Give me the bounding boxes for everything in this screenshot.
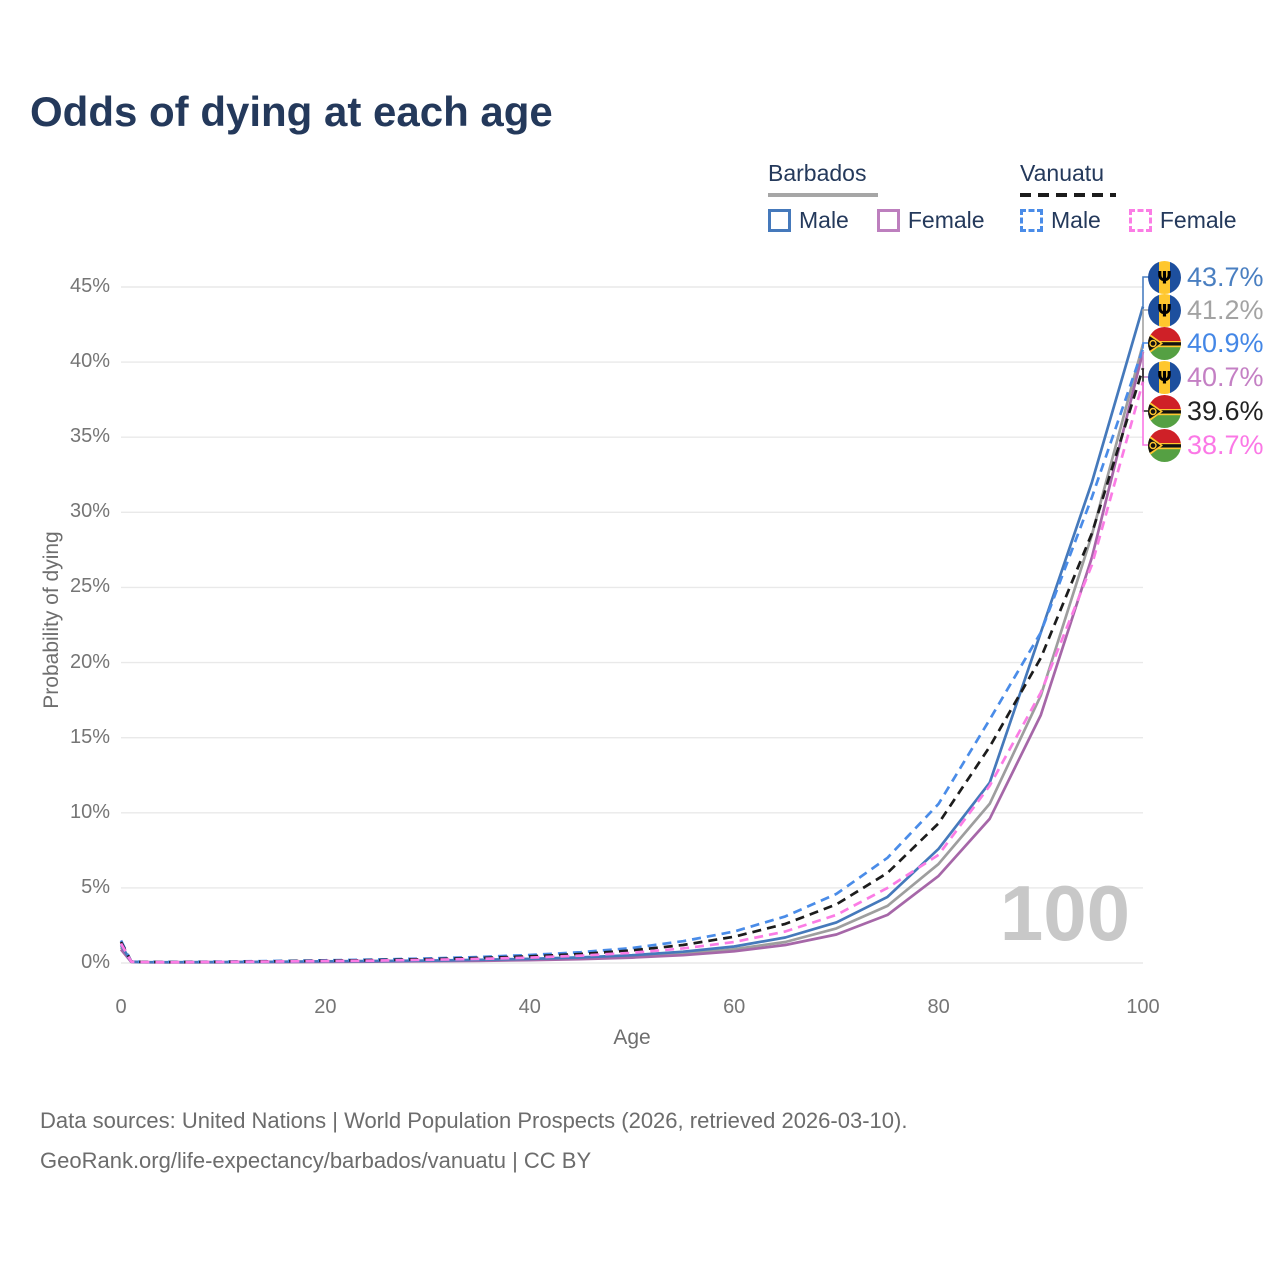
- end-label-row: 43.7%: [1148, 260, 1264, 294]
- y-tick-label: 15%: [69, 725, 110, 748]
- y-tick-label: 30%: [69, 500, 110, 523]
- end-value-vanuatu-female: 38.7%: [1187, 429, 1264, 460]
- vanuatu-flag-icon: [1148, 429, 1181, 462]
- y-tick-label: 10%: [69, 800, 110, 823]
- legend-item-barbados-male[interactable]: Male: [799, 207, 849, 233]
- barbados-solid-line-swatch: [768, 193, 878, 197]
- y-tick-label: 25%: [69, 575, 110, 598]
- y-tick-label: 20%: [69, 650, 110, 673]
- line-vanuatu-female[interactable]: [119, 381, 1145, 964]
- connector-line: [1142, 381, 1150, 446]
- x-tick-label: 60: [723, 996, 746, 1018]
- y-tick-label: 5%: [81, 875, 110, 898]
- vanuatu-flag-icon: [1148, 327, 1181, 360]
- legend-country-vanuatu[interactable]: Vanuatu: [1020, 160, 1104, 186]
- end-label-connectors: [1142, 276, 1150, 446]
- y-tick-label: 40%: [69, 350, 110, 373]
- barbados-flag-icon: [1148, 361, 1181, 394]
- y-axis-title: Probability of dying: [40, 531, 63, 709]
- vanuatu-flag-icon: [1148, 395, 1181, 428]
- end-label-row: 39.6%: [1148, 394, 1264, 428]
- legend-item-barbados-female[interactable]: Female: [907, 207, 985, 233]
- end-label-row: 38.7%: [1148, 428, 1264, 462]
- age-watermark: 100: [999, 869, 1131, 957]
- attribution-line[interactable]: GeoRank.org/life-expectancy/barbados/van…: [40, 1148, 592, 1173]
- line-barbados-male[interactable]: [119, 306, 1145, 964]
- end-value-vanuatu-male: 40.9%: [1187, 327, 1264, 358]
- x-axis-title: Age: [613, 1026, 651, 1049]
- connector-line: [1142, 309, 1150, 345]
- data-sources-line: Data sources: United Nations | World Pop…: [40, 1108, 908, 1133]
- barbados-male-swatch[interactable]: [768, 209, 791, 232]
- legend-item-vanuatu-female[interactable]: Female: [1159, 207, 1237, 233]
- legend-item-vanuatu-male[interactable]: Male: [1051, 207, 1101, 233]
- legend-group-vanuatu: Vanuatu Male Female: [1020, 160, 1237, 234]
- end-label-row: 40.7%: [1148, 360, 1264, 394]
- connector-line: [1142, 342, 1150, 349]
- page-title: Odds of dying at each age: [30, 88, 553, 135]
- end-label-row: 40.9%: [1148, 326, 1264, 360]
- x-tick-label: 80: [927, 996, 950, 1018]
- x-tick-label: 20: [314, 996, 337, 1018]
- connector-line: [1142, 276, 1150, 307]
- end-value-vanuatu-total: 39.6%: [1187, 395, 1264, 426]
- y-tick-label: 0%: [81, 951, 110, 973]
- series-lines: [119, 306, 1145, 964]
- legend-country-barbados[interactable]: Barbados: [768, 160, 867, 186]
- barbados-flag-icon: [1148, 261, 1181, 294]
- end-value-barbados-male: 43.7%: [1187, 261, 1264, 292]
- end-value-barbados-female: 40.7%: [1187, 361, 1264, 392]
- legend-group-barbados: Barbados Male Female: [768, 160, 985, 234]
- end-value-barbados-total: 41.2%: [1187, 294, 1264, 325]
- barbados-female-swatch[interactable]: [876, 209, 900, 232]
- y-tick-label: 35%: [69, 425, 110, 448]
- vanuatu-female-swatch[interactable]: [1128, 209, 1152, 232]
- vanuatu-male-swatch[interactable]: [1020, 209, 1043, 232]
- gridlines: [121, 286, 1143, 964]
- y-tick-label: 45%: [69, 275, 110, 297]
- x-tick-label: 100: [1126, 996, 1160, 1018]
- x-tick-label: 40: [518, 996, 541, 1018]
- end-label-row: 41.2%: [1148, 293, 1264, 327]
- vanuatu-dashed-line-swatch: [1020, 193, 1116, 197]
- x-tick-label: 0: [115, 996, 127, 1018]
- barbados-flag-icon: [1148, 294, 1181, 327]
